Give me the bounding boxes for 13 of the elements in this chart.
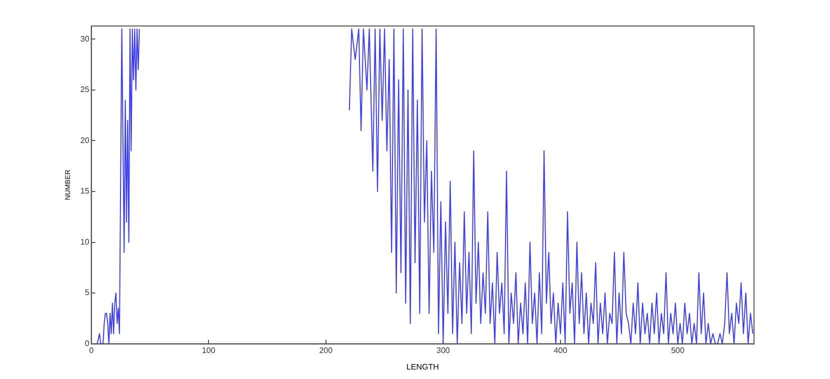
x-tick-label: 100 bbox=[202, 346, 216, 355]
y-tick-label: 25 bbox=[80, 85, 90, 94]
x-axis-title: LENGTH bbox=[406, 362, 440, 372]
y-tick-label: 30 bbox=[80, 34, 90, 44]
x-tick-label: 200 bbox=[319, 346, 334, 355]
x-tick-label: 300 bbox=[436, 346, 450, 355]
x-tick-label: 400 bbox=[554, 346, 568, 355]
y-tick-label: 0 bbox=[84, 339, 90, 348]
y-tick-label: 20 bbox=[80, 136, 90, 145]
y-tick-label: 15 bbox=[80, 186, 90, 196]
x-tick-label: 500 bbox=[671, 346, 685, 355]
y-tick-label: 10 bbox=[80, 237, 90, 246]
y-tick-label: 5 bbox=[84, 288, 90, 298]
